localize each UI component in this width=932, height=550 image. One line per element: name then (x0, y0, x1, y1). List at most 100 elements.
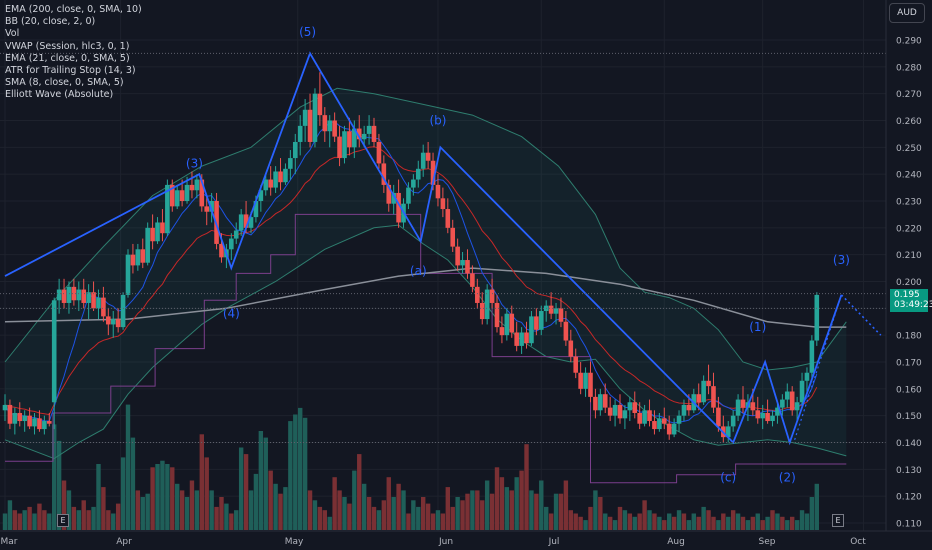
candle-body (647, 410, 652, 422)
legend-vwap[interactable]: VWAP (Session, hlc3, 0, 1) (5, 40, 130, 52)
volume-bar (494, 467, 500, 530)
legend-elliott-wave[interactable]: Elliott Wave (Absolute) (5, 89, 114, 101)
volume-bar (224, 503, 229, 530)
volume-bar (219, 497, 224, 530)
earnings-marker-mar[interactable]: E (57, 514, 69, 527)
volume-bar (366, 497, 372, 530)
elliott-wave-projection (840, 294, 882, 336)
candle-body (573, 356, 579, 373)
legend-ema21[interactable]: EMA (21, close, 0, SMA, 5) (5, 52, 130, 64)
volume-bar (745, 520, 751, 530)
earnings-marker-sep[interactable]: E (832, 514, 844, 527)
price-tick-label: 0.160 (896, 385, 922, 395)
volume-bar (627, 513, 633, 530)
volume-bar (337, 490, 342, 530)
candles (2, 72, 820, 443)
legend-atr-trailing[interactable]: ATR for Trailing Stop (14, 3) (5, 65, 136, 77)
volume-bar (401, 490, 406, 530)
candle-body (765, 412, 770, 422)
candle-body (632, 402, 638, 413)
volume-bar (814, 483, 819, 530)
candle-body (7, 404, 13, 424)
volume-bar (86, 510, 91, 530)
candle-body (622, 410, 628, 419)
volume-bar (130, 437, 136, 530)
wave-label-2: (5) (299, 25, 316, 39)
candle-body (548, 305, 554, 314)
candle-body (76, 289, 82, 301)
volume-bar (96, 464, 101, 530)
volume-bar (730, 510, 736, 530)
volume-bar (42, 510, 47, 530)
volume-bar (445, 487, 450, 530)
candle-body (125, 254, 131, 295)
wave-label-6: (c) (720, 470, 736, 484)
legend-bb[interactable]: BB (20, close, 2, 0) (5, 16, 96, 28)
volume-bar (411, 500, 416, 530)
volume-bar (376, 510, 382, 530)
candle-body (701, 380, 706, 403)
candle-body (681, 404, 687, 416)
volume-bar (455, 497, 460, 530)
candle-body (735, 399, 741, 416)
candle-body (327, 120, 333, 132)
price-tick-label: 0.200 (896, 278, 922, 288)
legend-ema200[interactable]: EMA (200, close, 0, SMA, 10) (5, 4, 142, 15)
legend-sma8[interactable]: SMA (8, close, 0, SMA, 5) (5, 77, 124, 89)
volume-bar (534, 493, 539, 530)
candle-body (42, 421, 47, 430)
volume-bar (332, 477, 337, 530)
candle-body (317, 93, 323, 116)
candle-body (110, 319, 116, 325)
volume-bar (125, 404, 131, 530)
candle-body (342, 131, 347, 159)
candle-body (750, 402, 756, 411)
volume-bar (780, 516, 785, 530)
time-tick-label: Aug (667, 537, 685, 547)
candle-body (160, 222, 165, 234)
volume-bar (317, 506, 323, 530)
candle-body (558, 308, 564, 322)
volume-bar (115, 503, 121, 530)
volume-bar (529, 490, 534, 530)
price-tick-label: 0.290 (896, 37, 922, 47)
candle-body (61, 289, 67, 303)
candle-body (583, 372, 588, 389)
volume-bar (238, 447, 244, 530)
candle-body (199, 179, 205, 207)
candle-body (425, 152, 431, 161)
volume-bar (804, 513, 810, 530)
volume-bar (243, 454, 249, 530)
candle-body (519, 332, 524, 346)
volume-bar (101, 487, 106, 530)
price-tick-label: 0.270 (896, 90, 922, 100)
candle-body (499, 327, 505, 336)
time-tick-label: Apr (116, 537, 132, 547)
volume-bar (740, 516, 746, 530)
volume-bar (460, 500, 465, 530)
price-axis-bg (886, 0, 932, 536)
candle-body (2, 404, 8, 411)
legend-vol[interactable]: Vol (5, 28, 20, 40)
candle-body (322, 115, 328, 132)
price-tick-label: 0.280 (896, 63, 922, 73)
candle-body (445, 209, 451, 228)
currency-selector[interactable]: AUD (889, 3, 925, 23)
volume-bar (514, 477, 519, 530)
candle-body (278, 171, 283, 183)
candle-body (37, 418, 42, 430)
volume-bar (361, 483, 367, 530)
volume-bar (588, 506, 593, 530)
volume-bar (637, 513, 642, 530)
candle-body (607, 407, 613, 416)
candle-body (96, 297, 101, 309)
candle-body (32, 418, 37, 427)
candle-body (292, 141, 298, 159)
candle-body (676, 415, 682, 424)
volume-bar (647, 510, 652, 530)
candle-body (283, 168, 288, 183)
last-price-tag: 0.195 03:49:23 (890, 289, 932, 312)
candle-body (578, 372, 583, 389)
candle-body (642, 410, 647, 424)
